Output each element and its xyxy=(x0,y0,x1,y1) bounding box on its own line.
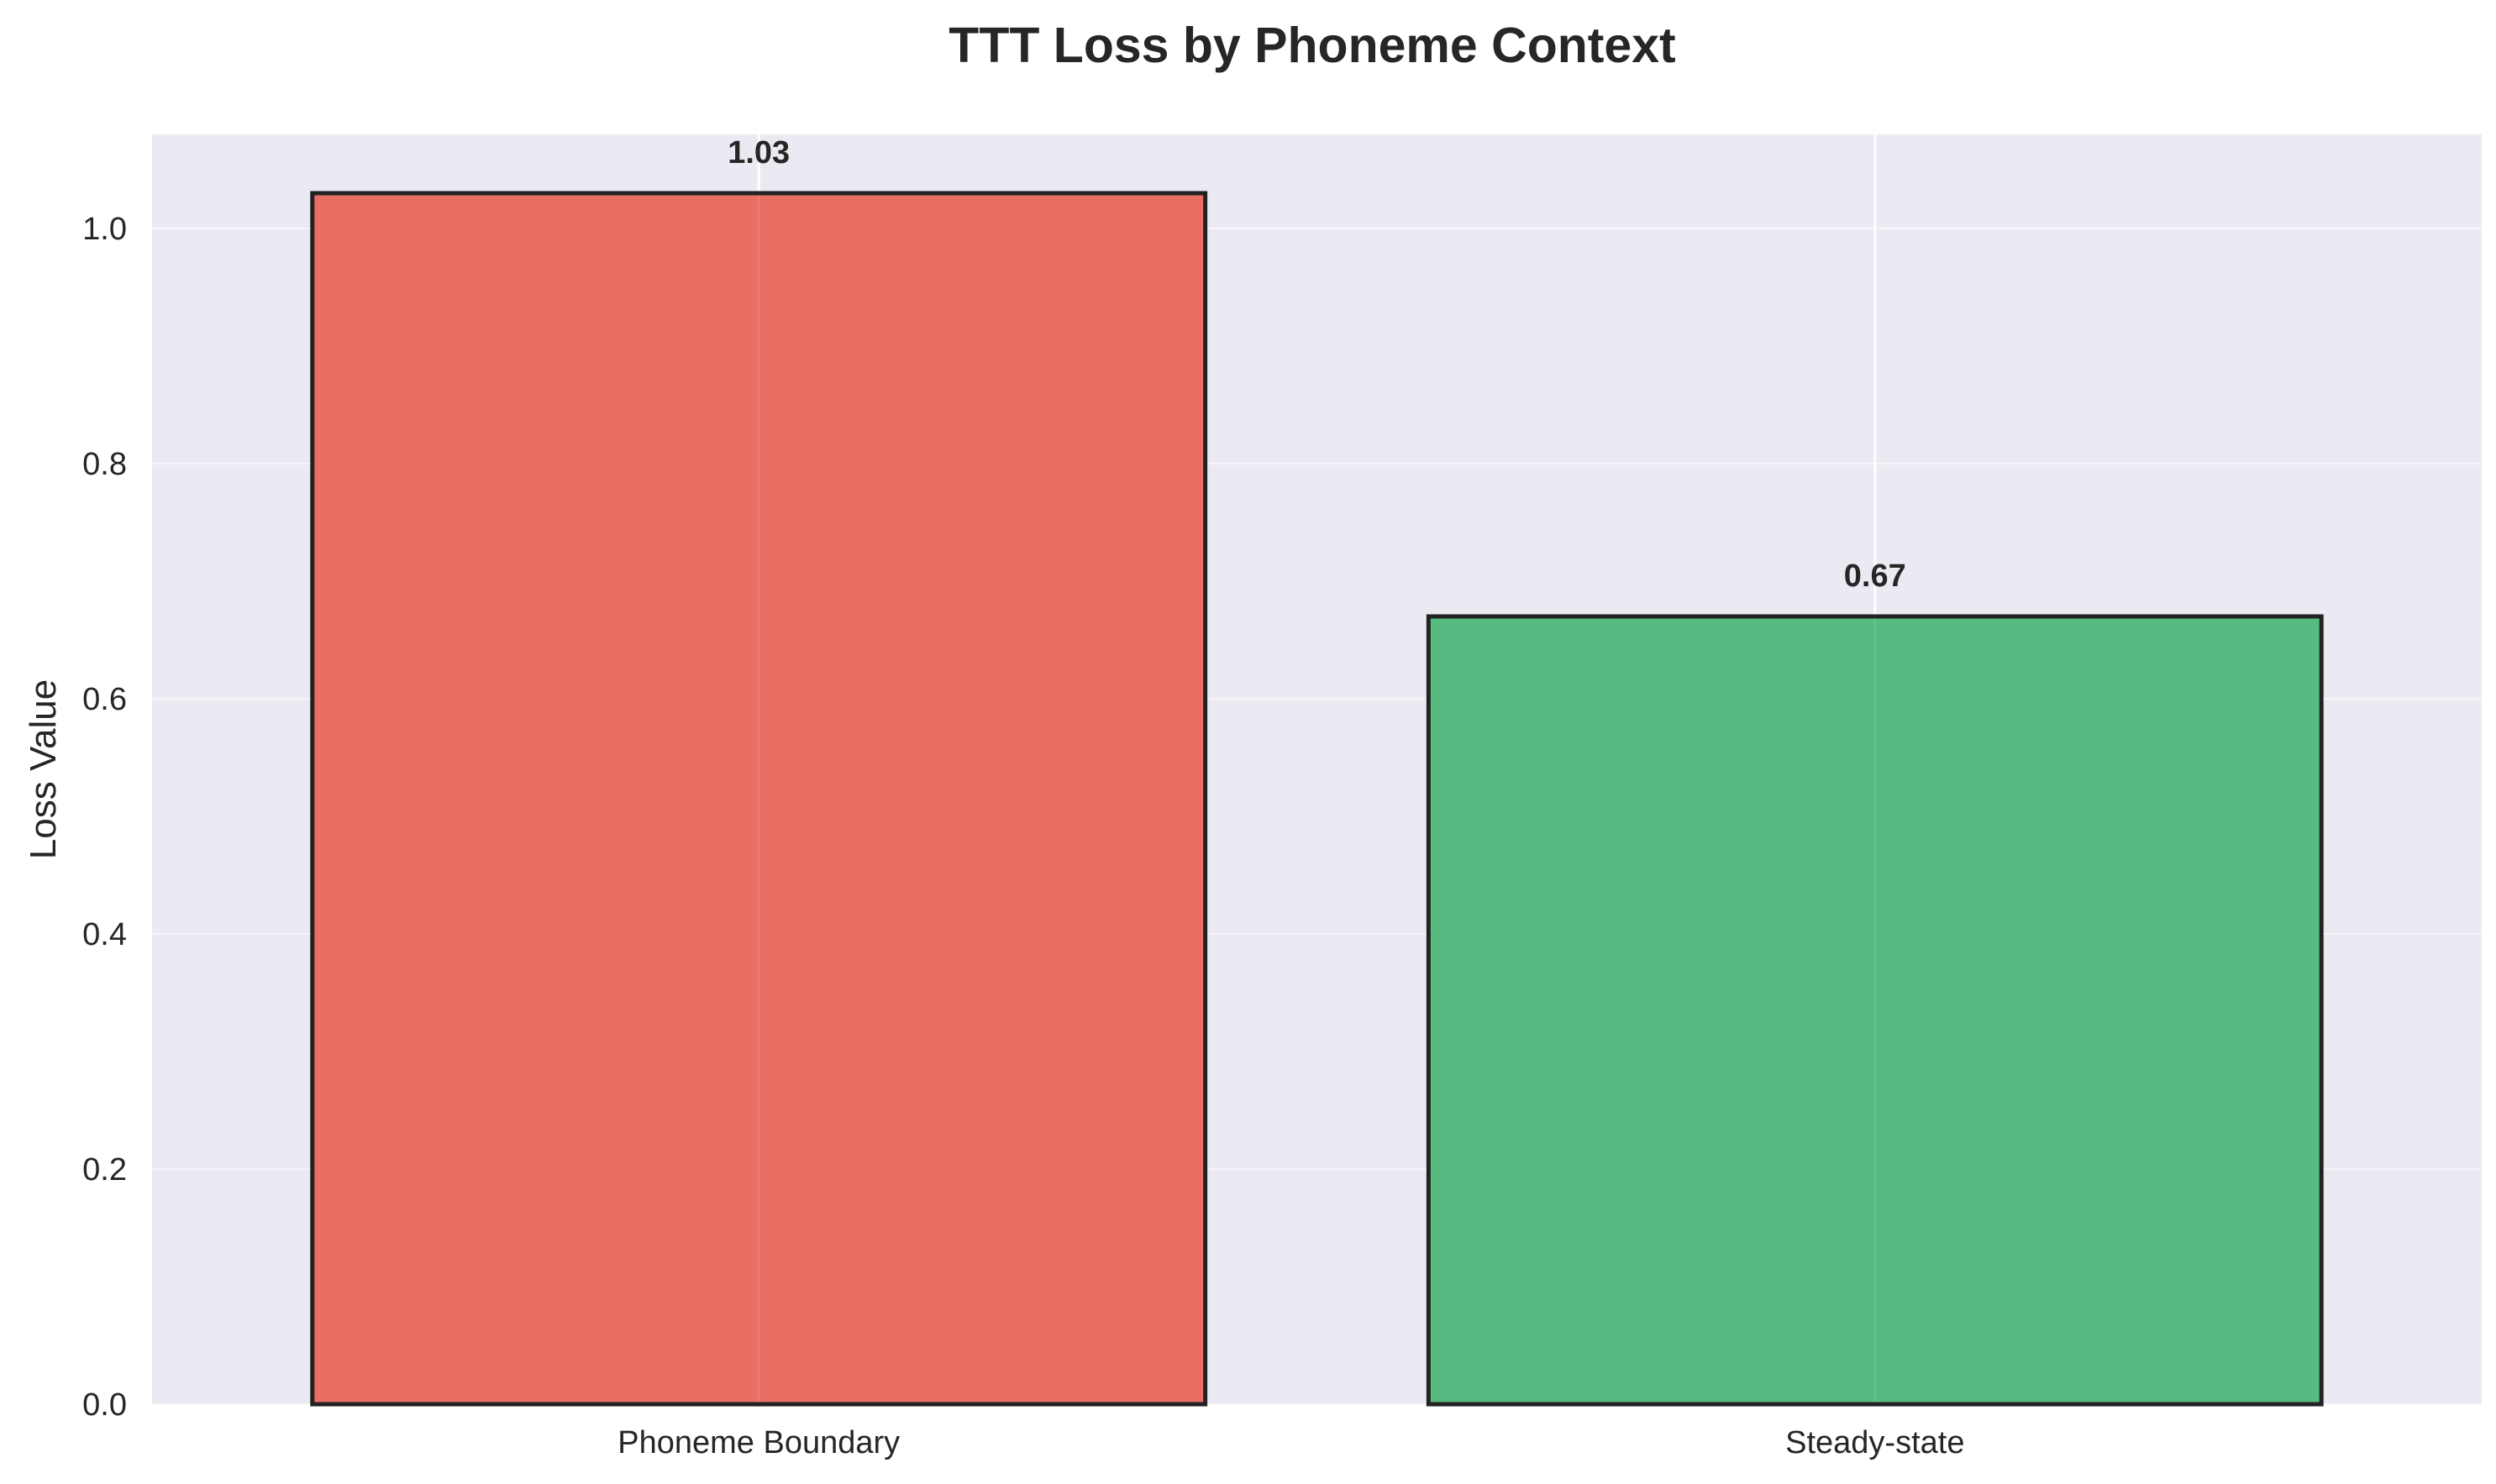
y-tick-label: 0.0 xyxy=(82,1387,127,1423)
y-tick-label: 1.0 xyxy=(82,212,127,247)
y-tick-label: 0.6 xyxy=(82,682,127,717)
bar-value-label: 0.67 xyxy=(1844,558,1906,594)
x-tick-label: Steady-state xyxy=(1785,1425,1964,1460)
y-tick-label: 0.2 xyxy=(82,1152,127,1188)
x-tick-label: Phoneme Boundary xyxy=(617,1425,900,1460)
bar-value-labels: 1.03 0.67 xyxy=(728,135,1906,594)
y-tick-label: 0.8 xyxy=(82,447,127,482)
bars xyxy=(310,191,2324,1407)
y-axis-ticks: 0.0 0.2 0.4 0.6 0.8 1.0 xyxy=(82,212,127,1423)
chart-title: TTT Loss by Phoneme Context xyxy=(948,18,1675,73)
bar xyxy=(1426,614,2324,1407)
y-tick-label: 0.4 xyxy=(82,917,127,952)
x-axis-ticks: Phoneme Boundary Steady-state xyxy=(617,1425,1964,1460)
bar xyxy=(310,191,1208,1407)
y-axis-label: Loss Value xyxy=(23,679,64,859)
bar-value-label: 1.03 xyxy=(728,135,790,170)
